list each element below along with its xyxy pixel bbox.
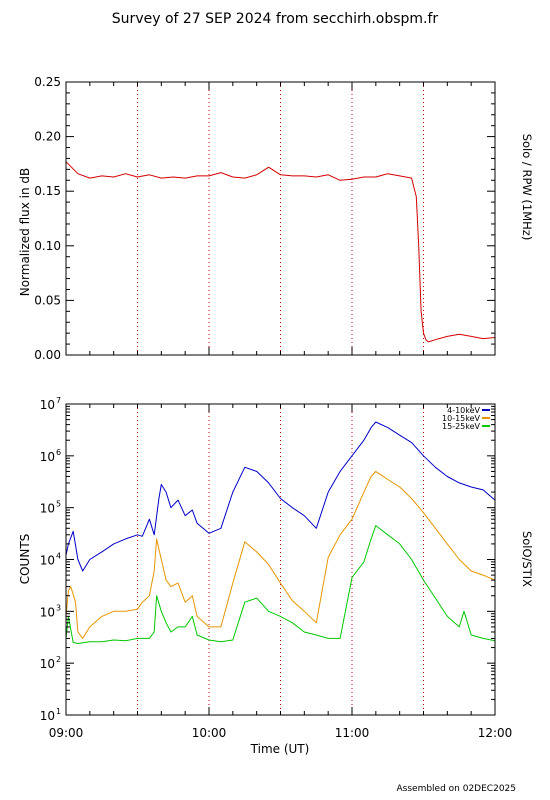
bot-series-line-2 [65, 525, 496, 644]
top-y-axis-label: Normalized flux in dB [18, 168, 32, 297]
rpw-panel: 0.00 0.05 0.10 0.15 0.20 0.25 Normalized flux… [18, 75, 534, 362]
bottom-side-label: SolO/STIX [520, 531, 534, 587]
bottom-y-tick-label: 10 [40, 605, 55, 619]
bot-series-line-0 [65, 421, 496, 572]
bottom-y-tick-label: 10 [40, 709, 55, 723]
top-y-tick-label: 0.00 [34, 348, 61, 362]
x-tick-label: 09:00 [49, 726, 84, 740]
x-axis-label: Time (UT) [250, 742, 310, 756]
top-y-tick-label: 0.10 [34, 239, 61, 253]
bottom-y-tick-exponent: 3 [56, 603, 61, 612]
bottom-y-tick-label: 10 [40, 657, 55, 671]
x-tick-label: 11:00 [335, 726, 370, 740]
top-series-group [65, 161, 496, 343]
bottom-marker-lines [137, 404, 424, 715]
legend-label: 10-15keV [442, 414, 481, 423]
top-axis-ticks: 0.00 0.05 0.10 0.15 0.20 0.25 [34, 75, 496, 362]
x-tick-label: 12:00 [478, 726, 513, 740]
top-side-label: Solo / RPW (1MHz) [520, 134, 534, 241]
top-y-tick-label: 0.20 [34, 130, 61, 144]
bottom-y-tick-exponent: 1 [56, 707, 61, 716]
chart-title: Survey of 27 SEP 2024 from secchirh.obsp… [112, 11, 439, 27]
legend-label: 4-10keV [447, 406, 480, 415]
top-marker-lines [137, 82, 424, 355]
top-y-tick-label: 0.05 [34, 293, 61, 307]
bottom-series-group [65, 421, 496, 644]
bottom-y-tick-exponent: 4 [56, 552, 61, 561]
x-tick-label: 10:00 [192, 726, 227, 740]
bottom-y-tick-exponent: 5 [56, 500, 61, 509]
top-y-tick-label: 0.15 [34, 184, 61, 198]
bottom-y-tick-exponent: 7 [56, 396, 61, 405]
legend-label: 15-25keV [442, 422, 481, 431]
bot-series-line-1 [65, 470, 496, 639]
bottom-y-tick-label: 10 [40, 502, 55, 516]
top-series-line-0 [65, 161, 496, 343]
assembled-footer: Assembled on 02DEC2025 [397, 784, 517, 794]
bottom-y-tick-label: 10 [40, 450, 55, 464]
bottom-y-tick-exponent: 6 [56, 448, 61, 457]
bottom-y-tick-label: 10 [40, 398, 55, 412]
bottom-y-axis-label: COUNTS [18, 534, 32, 585]
bottom-y-tick-label: 10 [40, 554, 55, 568]
top-y-tick-label: 0.25 [34, 75, 61, 89]
bottom-y-tick-exponent: 2 [56, 655, 61, 664]
